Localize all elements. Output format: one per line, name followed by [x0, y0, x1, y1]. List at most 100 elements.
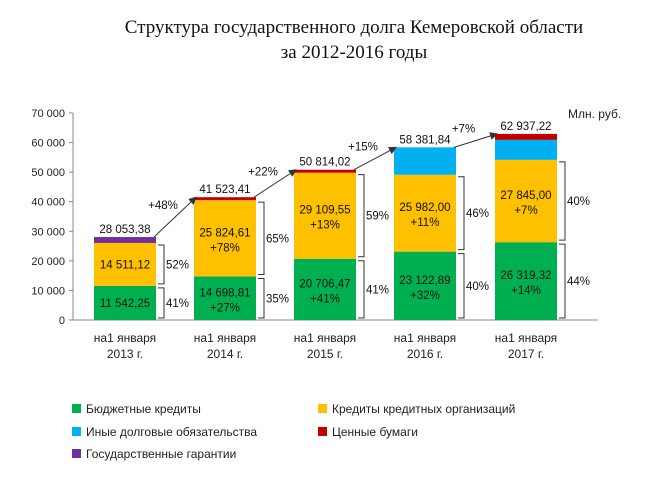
bar-segment [394, 251, 456, 320]
y-tick-label: 0 [59, 315, 65, 327]
share-bracket [458, 253, 465, 319]
y-tick-label: 50 000 [31, 167, 65, 179]
bar-value-label: 25 982,00 [399, 202, 450, 214]
bar-segment [194, 276, 256, 320]
growth-arrow [253, 169, 297, 198]
bar-segment [294, 172, 356, 259]
x-tick-label: на1 января [294, 331, 356, 345]
y-tick-label: 40 000 [31, 197, 65, 209]
bar-segment [94, 242, 156, 286]
bar-value-label: 20 706,47 [299, 278, 350, 290]
legend-swatch [72, 404, 81, 413]
bar-total-label: 58 381,84 [399, 134, 451, 146]
bar-total-label: 41 523,41 [199, 184, 250, 196]
bar-total-label: 62 937,22 [500, 121, 551, 133]
legend-label: Бюджетные кредиты [86, 402, 201, 416]
bar-segment [495, 133, 557, 140]
share-bracket [458, 176, 465, 251]
x-tick-label: 2015 г. [307, 347, 343, 361]
bar-value-label: 11 542,25 [100, 298, 150, 310]
legend: Бюджетные кредиты Кредиты кредитных орган… [72, 402, 515, 461]
bar-change-label: +27% [210, 302, 240, 314]
bar-segment [394, 174, 456, 252]
y-tick-label: 20 000 [31, 256, 65, 268]
y-tick-label: 60 000 [31, 138, 65, 150]
bar-segment [495, 242, 557, 320]
bar-segment [495, 139, 557, 160]
legend-label: Ценные бумаги [332, 425, 418, 439]
y-tick-label: 10 000 [31, 285, 65, 297]
bar-value-label: 14 511,12 [100, 259, 150, 271]
legend-label: Кредиты кредитных организаций [332, 402, 515, 416]
annotations: 11 542,25 41% 14 511,12 52% 28 053,38 на1 янв… [94, 121, 590, 361]
legend-swatch [72, 427, 81, 436]
y-tick-label: 30 000 [31, 226, 65, 238]
legend-label: Иные долговые обязательства [86, 425, 257, 439]
share-label: 41% [366, 284, 389, 296]
x-tick-label: на1 января [94, 331, 156, 345]
share-bracket [258, 201, 265, 276]
bar-value-label: 25 824,61 [199, 227, 250, 239]
chart-title: Структура государственного долга Кемеров… [125, 17, 583, 38]
share-label: 52% [166, 259, 189, 271]
plot-area [94, 133, 557, 320]
unit-label: Млн. руб. [568, 107, 621, 121]
growth-arrow [153, 196, 197, 238]
bar-value-label: 29 109,55 [299, 205, 350, 217]
legend-swatch [318, 404, 327, 413]
bar-segment [294, 169, 356, 173]
share-bracket [559, 243, 566, 319]
share-label: 65% [266, 233, 289, 245]
bar-segment [194, 200, 256, 277]
bar-segment [94, 237, 156, 243]
legend-swatch [318, 427, 327, 436]
share-bracket [358, 174, 365, 258]
share-label: 40% [466, 281, 489, 293]
share-bracket [559, 161, 566, 241]
x-tick-label: 2013 г. [107, 347, 143, 361]
bar-segment [294, 258, 356, 320]
bar-value-label: 26 319,32 [500, 270, 551, 282]
bar-change-label: +14% [511, 285, 541, 297]
share-bracket [358, 260, 365, 319]
share-bracket [158, 287, 165, 319]
bar-segment [94, 285, 156, 320]
x-tick-label: 2017 г. [508, 347, 544, 361]
growth-arrow [453, 132, 498, 148]
growth-label: +7% [452, 124, 475, 136]
bar-change-label: +41% [310, 293, 340, 305]
x-tick-label: на1 января [194, 331, 256, 345]
share-label: 40% [567, 196, 590, 208]
y-tick-label: 70 000 [31, 108, 65, 120]
x-tick-label: 2016 г. [407, 347, 443, 361]
growth-arrow [353, 146, 397, 171]
bar-change-label: +13% [310, 220, 340, 232]
share-bracket [158, 244, 165, 285]
x-tick-label: 2014 г. [207, 347, 243, 361]
bar-change-label: +11% [411, 217, 440, 229]
legend-label: Государственные гарантии [86, 447, 236, 461]
bar-value-label: 23 122,89 [399, 275, 450, 287]
y-axis: 0 10 000 20 000 30 000 40 000 50 000 60 000 70 … [31, 108, 598, 327]
bar-total-label: 28 053,38 [99, 224, 150, 236]
growth-label: +15% [348, 142, 378, 154]
bar-change-label: +32% [410, 290, 440, 302]
x-tick-label: на1 января [495, 331, 557, 345]
bar-value-label: 27 845,00 [500, 190, 551, 202]
bar-value-label: 14 698,81 [199, 287, 250, 299]
share-label: 35% [266, 293, 289, 305]
chart-subtitle: за 2012-2016 годы [281, 42, 428, 63]
share-bracket [258, 278, 265, 319]
growth-label: +48% [148, 200, 178, 212]
share-label: 44% [567, 276, 590, 288]
share-label: 46% [466, 208, 489, 220]
growth-label: +22% [248, 166, 278, 178]
bar-segment [194, 197, 256, 201]
bar-total-label: 50 814,02 [299, 157, 350, 169]
share-label: 59% [366, 211, 389, 223]
bar-change-label: +7% [514, 205, 537, 217]
bar-segment [394, 147, 456, 175]
bar-segment [495, 159, 557, 243]
x-tick-label: на1 января [394, 331, 456, 345]
